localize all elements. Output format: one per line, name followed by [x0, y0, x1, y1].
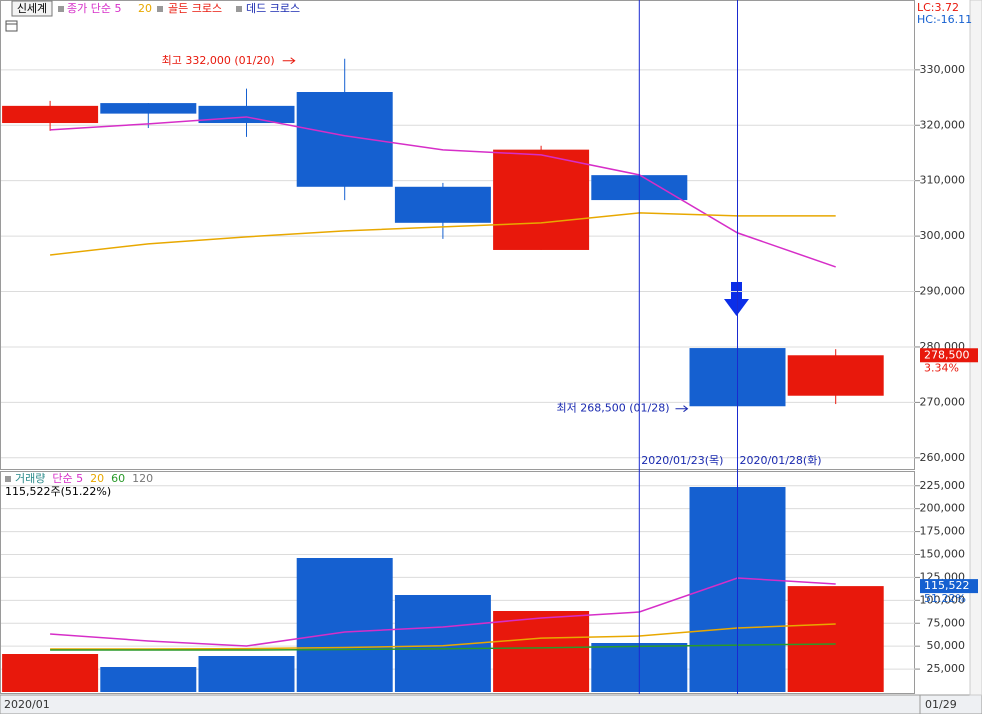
ma-line [50, 643, 836, 651]
y-tick-label: 50,000 [927, 639, 966, 652]
volume-bar [787, 586, 884, 692]
crosshair-date: 2020/01/28(화) [740, 454, 822, 467]
scrollbar[interactable] [969, 0, 982, 696]
volume-info: 115,522주(51.22%) [5, 485, 111, 498]
ma-line [50, 212, 836, 256]
symbol-box[interactable] [11, 0, 53, 17]
last-change: 51.22% [924, 592, 966, 605]
annotation-high: 최고 332,000 (01/20) [162, 54, 275, 67]
legend-icon [58, 6, 64, 12]
y-tick-label: 290,000 [920, 285, 966, 298]
signal-arrow [724, 282, 749, 316]
candle-body [198, 105, 295, 124]
y-tick-label: 330,000 [920, 63, 966, 76]
candle-body [493, 149, 590, 250]
time-axis [0, 694, 982, 714]
candle-body [296, 92, 393, 187]
last-value: 278,500 [924, 348, 970, 361]
y-tick-label: 175,000 [920, 525, 966, 538]
volume-bar [198, 656, 295, 692]
y-tick-label: 75,000 [927, 616, 966, 629]
y-tick-label: 25,000 [927, 662, 966, 675]
y-tick-label: 320,000 [920, 118, 966, 131]
last-change: 3.34% [924, 361, 959, 374]
candle-body [787, 355, 884, 396]
ma-line [50, 116, 836, 268]
time-start: 2020/01 [4, 698, 50, 711]
legend-item: 20 [90, 472, 104, 485]
legend-item: 단순 5 [52, 472, 83, 485]
legend-icon [236, 6, 242, 12]
legend-golden: 골든 크로스 [168, 2, 222, 15]
last-value-box [920, 348, 978, 363]
ma-line [50, 577, 836, 647]
last-value: 115,522 [924, 579, 970, 592]
y-tick-label: 200,000 [920, 502, 966, 515]
legend-item: 60 [111, 472, 125, 485]
symbol: 신세계 [17, 2, 47, 15]
hc-label: HC:-16.11 [917, 13, 972, 26]
volume-bar [100, 667, 197, 692]
volume-bar [493, 611, 590, 692]
crosshair-date: 2020/01/23(목) [641, 454, 723, 467]
price-panel [0, 0, 915, 470]
y-tick-label: 270,000 [920, 395, 966, 408]
legend-icon [157, 6, 163, 12]
ma-line [50, 623, 836, 650]
y-tick-label: 260,000 [920, 451, 966, 464]
legend-ma: 종가 단순 5 [67, 2, 121, 15]
candle-body [2, 105, 99, 124]
y-tick-label: 100,000 [920, 593, 966, 606]
y-tick-label: 150,000 [920, 548, 966, 561]
volume-bar [296, 558, 393, 692]
annotation-low: 최저 268,500 (01/28) [556, 402, 669, 415]
legend-icon [5, 476, 11, 482]
y-tick-label: 300,000 [920, 229, 966, 242]
legend-dead: 데드 크로스 [246, 2, 300, 15]
annotation-arrow [675, 405, 689, 413]
calendar-icon[interactable] [5, 20, 18, 32]
candle-body [394, 186, 491, 223]
volume-panel [0, 471, 915, 694]
annotation-arrow [282, 57, 296, 65]
legend-item: 120 [132, 472, 153, 485]
legend-item: 거래량 [15, 472, 45, 485]
last-value-box [920, 579, 978, 594]
lc-label: LC:3.72 [917, 1, 959, 14]
y-tick-label: 310,000 [920, 174, 966, 187]
candle-body [100, 103, 197, 114]
legend-ma: 20 [138, 2, 152, 15]
volume-bar [2, 654, 99, 692]
y-tick-label: 225,000 [920, 479, 966, 492]
time-end: 01/29 [925, 698, 957, 711]
